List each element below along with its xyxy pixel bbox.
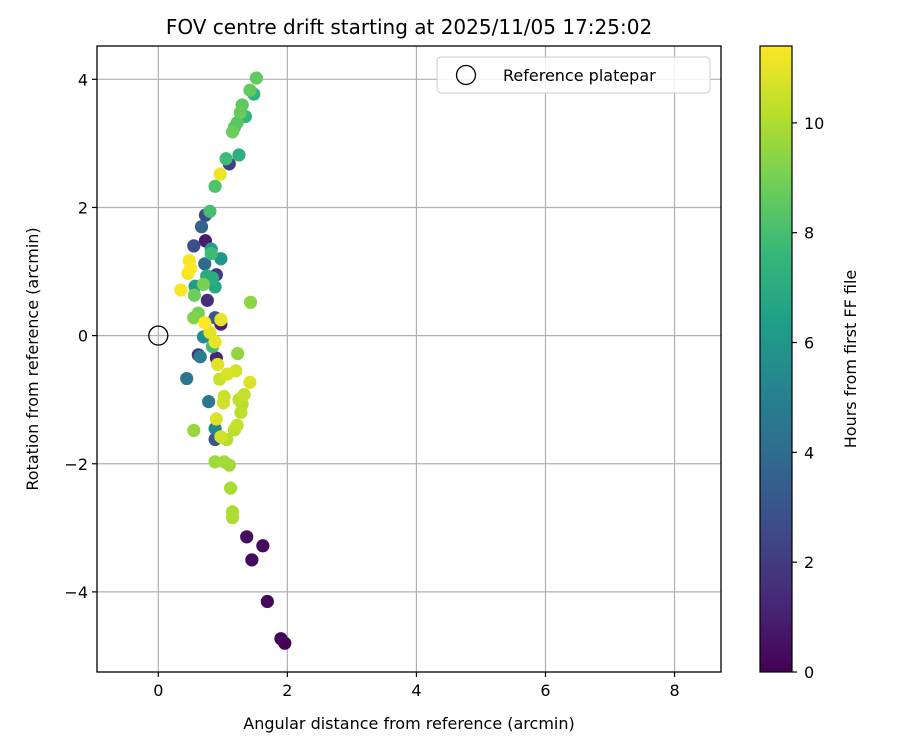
- data-point: [245, 553, 259, 567]
- data-point: [223, 481, 238, 495]
- data-point: [214, 252, 228, 266]
- data-point: [204, 246, 218, 261]
- x-tick-label: 4: [411, 681, 421, 700]
- data-point: [180, 371, 194, 386]
- y-tick-label: 2: [78, 198, 88, 217]
- x-tick-label: 2: [282, 681, 292, 700]
- data-point: [243, 83, 257, 97]
- x-tick-label: 6: [540, 681, 550, 700]
- data-point: [225, 125, 240, 139]
- data-point: [249, 71, 263, 85]
- colorbar-gradient: [759, 45, 793, 673]
- legend: Reference platepar: [436, 56, 711, 94]
- data-point: [198, 316, 212, 330]
- plot-frame: [96, 45, 722, 673]
- data-point: [243, 375, 257, 389]
- colorbar-label: Hours from first FF file: [841, 270, 860, 449]
- x-tick-label: 8: [669, 681, 679, 700]
- colorbar-tick-label: 4: [804, 443, 814, 462]
- data-point: [208, 335, 222, 349]
- data-point: [256, 539, 270, 553]
- data-point: [230, 418, 244, 432]
- x-tick-label: 0: [153, 681, 163, 700]
- data-point: [232, 148, 246, 162]
- data-point: [231, 346, 245, 361]
- y-tick-label: 0: [78, 327, 88, 346]
- data-point: [198, 257, 212, 271]
- y-tick-label: 4: [78, 70, 88, 89]
- data-point: [203, 204, 217, 218]
- data-point: [240, 530, 254, 544]
- data-point: [193, 350, 207, 364]
- data-point: [209, 412, 223, 426]
- data-point: [222, 458, 236, 472]
- y-tick-label: −2: [64, 455, 88, 474]
- legend-box: [436, 56, 711, 94]
- chart-title: FOV centre drift starting at 2025/11/05 …: [166, 15, 652, 39]
- data-point: [187, 239, 201, 253]
- colorbar-tick-label: 2: [804, 553, 814, 572]
- data-point: [234, 405, 248, 420]
- legend-label: Reference platepar: [503, 66, 656, 85]
- colorbar: 0 2 4 6 8 10 Hours from first FF file: [759, 45, 860, 682]
- data-point: [208, 455, 222, 469]
- colorbar-tick-label: 10: [804, 114, 824, 133]
- data-point: [225, 510, 240, 525]
- data-point: [174, 283, 188, 297]
- data-point: [187, 423, 201, 438]
- data-point: [216, 396, 231, 410]
- data-point: [260, 594, 274, 609]
- reference-platepar-point: [148, 325, 169, 346]
- data-point: [214, 430, 228, 444]
- data-point: [187, 311, 201, 325]
- data-point: [213, 167, 227, 181]
- data-point: [229, 364, 243, 378]
- y-axis-label: Rotation from reference (arcmin): [23, 227, 42, 490]
- y-axis-ticks: −4 −2 0 2 4: [64, 70, 97, 602]
- data-points: [148, 71, 292, 650]
- data-point: [196, 277, 211, 291]
- colorbar-tick-label: 0: [804, 663, 814, 682]
- data-point: [200, 293, 214, 307]
- data-point: [214, 312, 228, 327]
- y-tick-label: −4: [64, 583, 88, 602]
- legend-marker-hollow-circle: [455, 64, 477, 86]
- data-point: [187, 288, 202, 302]
- colorbar-tick-label: 6: [804, 334, 814, 353]
- data-point: [194, 220, 209, 234]
- data-point: [219, 152, 233, 166]
- colorbar-ticks: 0 2 4 6 8 10: [792, 114, 824, 682]
- data-point: [183, 261, 198, 275]
- x-axis-label: Angular distance from reference (arcmin): [243, 714, 574, 733]
- data-point: [237, 387, 251, 402]
- data-point: [233, 106, 247, 120]
- x-axis-ticks: 0 2 4 6 8: [153, 672, 680, 700]
- data-point: [208, 179, 222, 193]
- data-point: [202, 395, 216, 409]
- data-point: [211, 357, 225, 372]
- data-point: [243, 295, 258, 309]
- colorbar-tick-label: 8: [804, 224, 814, 243]
- data-point: [274, 632, 288, 646]
